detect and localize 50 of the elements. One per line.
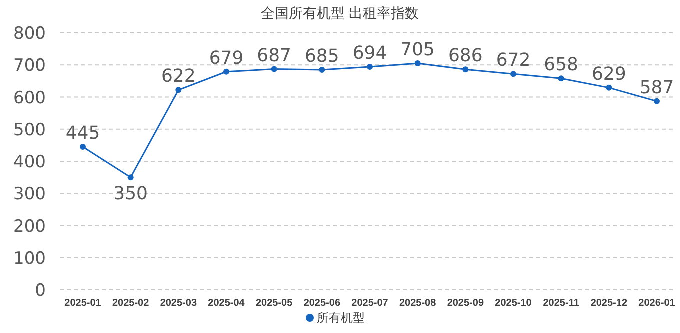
data-label: 694 (352, 43, 388, 64)
x-tick-label: 2025-08 (399, 298, 437, 309)
chart-title: 全国所有机型 出租率指数 (260, 6, 420, 22)
y-tick-label: 200 (14, 216, 46, 237)
point (654, 98, 660, 104)
data-label: 686 (448, 46, 483, 67)
data-label: 685 (304, 46, 340, 67)
x-tick-label: 2025-12 (590, 298, 628, 309)
point (224, 68, 230, 75)
x-tick-label: 2025-04 (208, 298, 246, 309)
y-tick-label: 700 (14, 56, 46, 76)
data-label: 350 (114, 184, 148, 205)
x-tick-label: 2025-07 (352, 298, 389, 309)
y-tick-label: 100 (14, 248, 46, 269)
x-tick-label: 2025-11 (543, 298, 580, 309)
data-label: 622 (161, 66, 196, 88)
point (558, 76, 564, 82)
y-tick-label: 600 (14, 88, 46, 108)
x-tick-label: 2025-01 (64, 298, 102, 309)
point (319, 66, 326, 73)
y-tick-label: 300 (14, 184, 46, 205)
y-tick-label: 500 (14, 120, 46, 140)
point (462, 66, 469, 73)
point (414, 60, 421, 67)
y-tick-label: 800 (14, 24, 46, 44)
x-tick-label: 2025-06 (304, 298, 341, 309)
data-label: 705 (400, 40, 436, 61)
data-label: 679 (209, 48, 244, 69)
point (128, 174, 134, 181)
point (80, 144, 86, 150)
x-tick-label: 2025-05 (256, 298, 294, 309)
point (176, 87, 182, 94)
point (606, 84, 612, 91)
legend-label: 所有机型 (317, 311, 365, 325)
point (510, 71, 516, 78)
point (367, 64, 373, 70)
x-tick-label: 2025-09 (447, 298, 484, 309)
data-label: 658 (544, 54, 579, 76)
data-label: 629 (592, 64, 626, 85)
data-label: 672 (496, 50, 531, 72)
data-label: 687 (257, 45, 292, 66)
y-tick-label: 0 (35, 281, 46, 301)
y-tick-label: 400 (14, 152, 46, 172)
data-label: 445 (66, 123, 100, 144)
data-label: 587 (640, 77, 674, 98)
x-tick-label: 2026-01 (638, 298, 676, 309)
x-tick-label: 2025-03 (160, 298, 198, 309)
point (271, 66, 278, 72)
x-tick-label: 2025-10 (495, 298, 532, 309)
x-tick-label: 2025-02 (112, 298, 150, 309)
